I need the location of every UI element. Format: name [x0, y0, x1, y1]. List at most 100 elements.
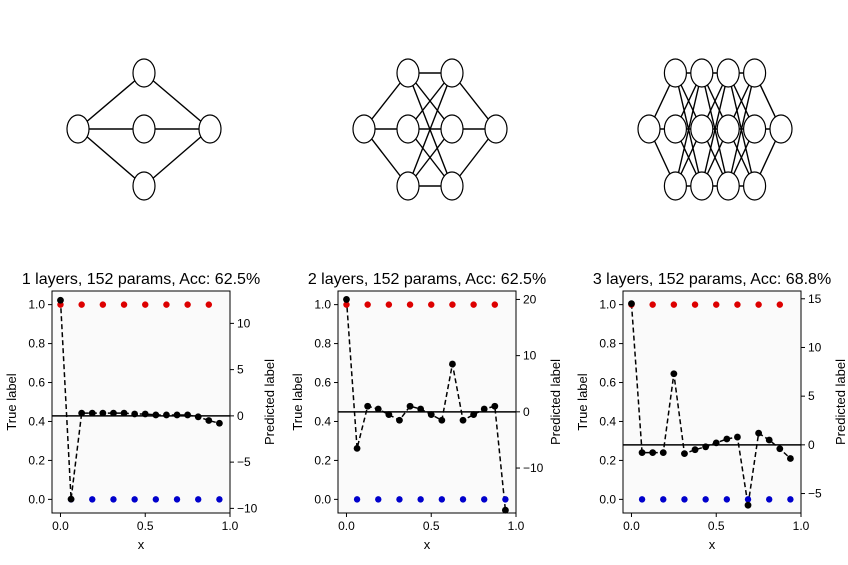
network-edge: [143, 72, 211, 130]
network-node: [690, 114, 714, 144]
chart-panel-2: 0.0 0.5 1.0 0.0 0.2 0.4 0.6 0.8 1.0 −10 0 10 20 2 lay…: [290, 271, 563, 552]
prediction-point: [670, 370, 678, 378]
true-negative-point: [766, 496, 773, 503]
prediction-point: [502, 506, 509, 514]
y-tick-label: 0.8: [599, 337, 616, 351]
prediction-point: [628, 300, 635, 308]
true-negative-point: [459, 496, 467, 503]
network-edge: [143, 128, 211, 187]
prediction-point: [438, 416, 446, 424]
y-tick-label: 0.8: [28, 337, 45, 351]
network-node: [440, 114, 464, 144]
network-diagram-3: [637, 58, 793, 201]
true-negative-point: [502, 496, 509, 503]
y2-axis-label: Predicted label: [833, 359, 848, 445]
y-tick-label: 0.6: [314, 376, 331, 390]
prediction-point: [681, 450, 688, 458]
true-positive-point: [776, 301, 784, 308]
y-tick-label: 0.2: [28, 453, 45, 467]
true-negative-point: [702, 496, 709, 503]
y2-tick-label: −10: [523, 461, 544, 475]
true-negative-point: [375, 496, 382, 503]
network-edge: [674, 72, 703, 187]
true-positive-point: [449, 301, 456, 308]
y-tick-label: 1.0: [314, 298, 331, 312]
true-positive-point: [649, 301, 656, 308]
true-positive-point: [491, 301, 499, 308]
network-node: [663, 171, 688, 201]
prediction-point: [353, 444, 361, 452]
y-tick-label: 0.0: [599, 492, 616, 506]
true-positive-point: [142, 301, 149, 308]
chart-title: 3 layers, 152 params, Acc: 68.8%: [593, 271, 831, 288]
prediction-point: [776, 445, 784, 453]
prediction-point: [216, 419, 223, 427]
y-axis-label: True label: [575, 373, 590, 430]
true-negative-point: [110, 496, 117, 503]
true-positive-point: [734, 301, 741, 308]
true-positive-point: [163, 301, 170, 308]
prediction-point: [110, 409, 117, 417]
true-negative-point: [131, 496, 138, 503]
true-negative-point: [744, 496, 752, 503]
y2-tick-label: 10: [808, 340, 822, 354]
prediction-point: [470, 411, 478, 419]
x-tick-label: 1.0: [508, 519, 525, 533]
chart-panels: 0.0 0.5 1.0 0.0 0.2 0.4 0.6 0.8 1.0 −10 −5 0 5 10 1 la…: [4, 271, 848, 552]
network-diagrams: [66, 58, 793, 201]
network-node: [396, 171, 420, 201]
true-negative-point: [417, 496, 424, 503]
x-tick-label: 0.5: [423, 519, 440, 533]
network-edge: [77, 72, 145, 130]
prediction-point: [163, 411, 170, 419]
prediction-point: [406, 402, 414, 410]
prediction-point: [702, 443, 710, 451]
y-tick-label: 0.0: [314, 492, 331, 506]
true-negative-point: [438, 496, 446, 503]
y2-tick-label: 5: [237, 363, 244, 377]
plot-frame: [622, 290, 802, 514]
network-node: [66, 114, 90, 144]
prediction-point: [364, 402, 372, 410]
prediction-point: [194, 413, 202, 421]
prediction-point: [120, 409, 128, 417]
chart-panel-3: 0.0 0.5 1.0 0.0 0.2 0.4 0.6 0.8 1.0 −5 0 5 10 15 3 lay…: [575, 271, 848, 552]
y-tick-label: 0.8: [314, 337, 331, 351]
prediction-point: [343, 296, 350, 303]
y-tick-label: 0.6: [28, 376, 45, 390]
prediction-line: [59, 300, 220, 500]
y-tick-label: 0.0: [28, 492, 45, 506]
true-positive-point: [755, 301, 762, 308]
y2-tick-label: 10: [523, 349, 537, 363]
network-node: [132, 171, 156, 201]
y-tick-label: 1.0: [599, 298, 616, 312]
network-node: [440, 171, 464, 201]
y2-tick-label: 5: [808, 389, 815, 403]
prediction-point: [659, 449, 667, 457]
prediction-point: [141, 410, 149, 418]
network-node: [716, 171, 740, 201]
x-tick-label: 0.0: [52, 519, 69, 533]
network-edge: [407, 72, 453, 187]
prediction-point: [649, 449, 657, 457]
y2-tick-label: 0: [808, 438, 815, 452]
y2-tick-label: −10: [237, 501, 258, 515]
network-edge: [727, 72, 756, 187]
prediction-point: [755, 429, 763, 437]
network-node: [396, 58, 420, 88]
x-tick-label: 0.5: [708, 519, 725, 533]
y2-tick-label: −5: [808, 487, 822, 501]
prediction-point: [765, 436, 773, 444]
x-axis-label: x: [424, 537, 431, 552]
network-node: [663, 58, 688, 88]
y-axis-label: True label: [4, 373, 19, 430]
prediction-point: [449, 360, 456, 368]
x-tick-label: 0.0: [338, 519, 355, 533]
true-negative-point: [396, 496, 403, 503]
true-negative-point: [173, 496, 181, 503]
prediction-point: [99, 409, 107, 417]
network-node: [716, 58, 740, 88]
prediction-line: [345, 299, 507, 511]
prediction-point: [459, 416, 467, 424]
true-positive-point: [120, 301, 128, 308]
